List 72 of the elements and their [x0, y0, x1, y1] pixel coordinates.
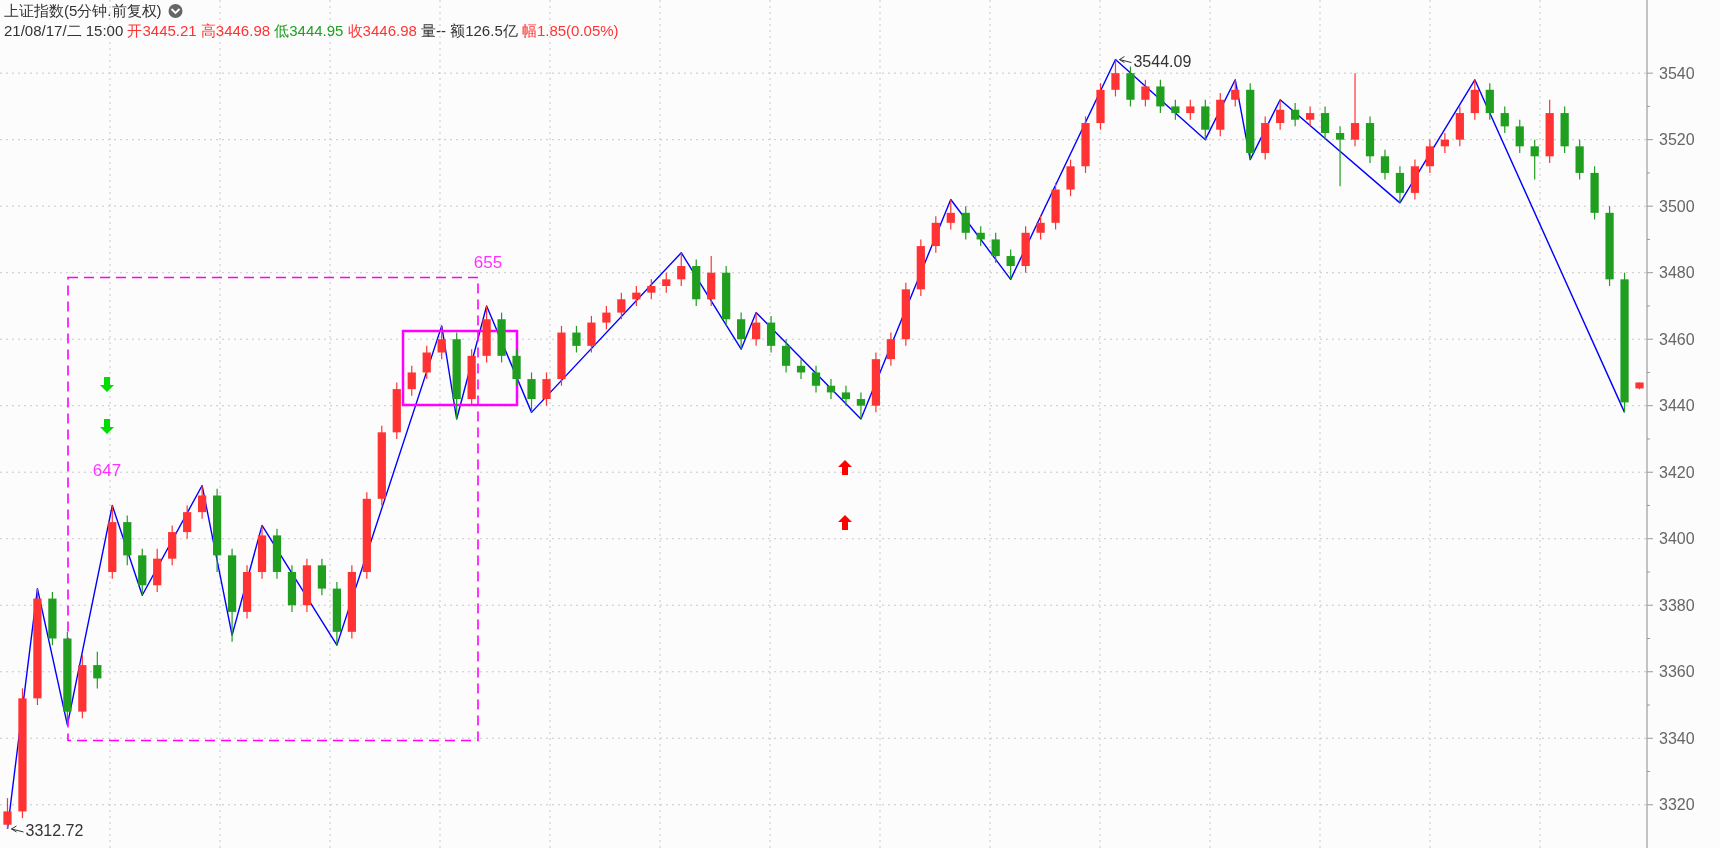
candlestick	[1141, 79, 1150, 108]
candlestick	[1111, 58, 1120, 98]
candlestick	[1171, 99, 1180, 121]
candlestick	[602, 305, 611, 330]
candlestick	[811, 365, 821, 394]
text: 21/08/17/二 15:00 开3445.21 高3446.98 低3444.95 收3446.98 量-- 额126.5亿 幅1.85(0.05%)	[4, 22, 619, 39]
candlestick	[1306, 105, 1315, 127]
candlestick	[1006, 248, 1015, 280]
candlestick	[198, 484, 207, 520]
y-tick-label: 3440	[1659, 397, 1695, 415]
candlestick	[1395, 165, 1405, 204]
candlestick	[1515, 119, 1524, 154]
candlestick	[407, 365, 416, 397]
candlestick	[512, 348, 521, 387]
candlestick	[886, 331, 895, 367]
candlestick	[856, 391, 866, 420]
candlestick	[1276, 99, 1285, 131]
candlestick	[317, 558, 327, 596]
annotation: 3312.72	[25, 822, 84, 840]
candlestick	[3, 797, 12, 830]
candlestick	[931, 215, 940, 254]
candlestick	[1201, 99, 1210, 141]
y-tick-label: 3540	[1659, 64, 1695, 82]
candlestick	[1066, 159, 1075, 197]
candlestick	[841, 385, 851, 407]
candlestick	[946, 198, 955, 231]
candlestick	[1320, 105, 1330, 141]
y-tick-label: 3460	[1659, 330, 1695, 348]
candlestick	[1485, 82, 1494, 121]
candlestick	[1231, 79, 1240, 108]
candlestick	[587, 315, 596, 354]
y-tick-label: 3480	[1659, 264, 1695, 282]
candlestick	[572, 325, 581, 354]
candlestick	[1470, 79, 1479, 121]
candlestick	[991, 232, 1000, 264]
candlestick	[677, 252, 686, 287]
candlestick	[752, 312, 761, 347]
y-tick-label: 3520	[1659, 131, 1695, 149]
candlestick	[1291, 102, 1300, 127]
candlestick	[1425, 139, 1435, 174]
annotation: 655	[473, 252, 503, 272]
y-tick-label: 3360	[1659, 663, 1695, 681]
candlestick	[183, 504, 192, 540]
candlestick	[781, 338, 791, 374]
candlestick	[961, 205, 970, 241]
candlestick	[542, 371, 551, 407]
candlestick	[766, 315, 776, 354]
candlestick	[527, 371, 536, 413]
candlestick	[1530, 139, 1539, 181]
annotation: 3544.09	[1133, 53, 1192, 71]
candlestick	[1380, 149, 1390, 181]
candlestick	[437, 325, 446, 360]
y-tick-label: 3340	[1659, 729, 1695, 747]
chart-title: 上证指数(5分钟.前复权)	[4, 2, 162, 19]
y-tick-label: 3400	[1659, 530, 1695, 548]
y-tick-label: 3380	[1659, 596, 1695, 614]
candlestick	[1335, 125, 1345, 187]
candlestick	[1500, 105, 1509, 134]
candlestick	[1156, 79, 1165, 114]
candlestick	[1350, 72, 1360, 147]
y-tick-label: 3320	[1659, 796, 1695, 814]
candlestick	[422, 345, 431, 380]
candlestick	[737, 312, 746, 350]
candlestick	[662, 272, 671, 294]
y-tick-label: 3420	[1659, 463, 1695, 481]
y-tick-label: 3500	[1659, 197, 1695, 215]
annotation: 647	[92, 460, 122, 480]
candlestick	[647, 278, 656, 300]
candlestick	[1036, 215, 1045, 241]
candlestick	[617, 292, 626, 320]
candlestick	[1186, 99, 1195, 121]
candlestick	[93, 651, 102, 689]
